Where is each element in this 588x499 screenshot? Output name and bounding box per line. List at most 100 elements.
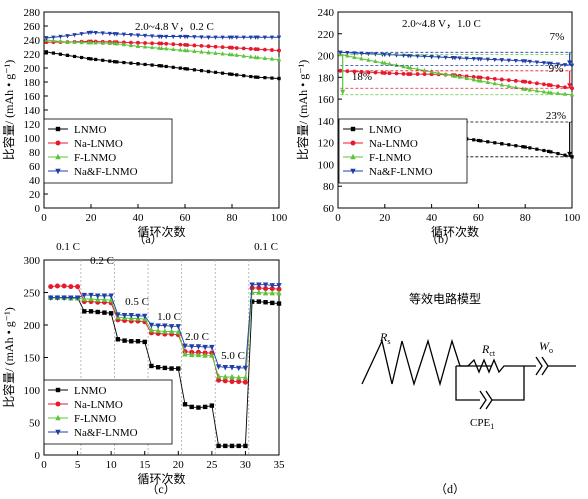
data-point <box>221 71 225 75</box>
data-point <box>178 47 183 52</box>
y-tick-label: 60 <box>323 203 335 215</box>
y-tick-label: 220 <box>318 29 335 41</box>
data-point <box>206 50 211 55</box>
data-point <box>107 40 112 45</box>
series-f-lnmo <box>338 51 575 97</box>
data-point <box>263 76 267 80</box>
data-point <box>61 283 67 289</box>
data-point <box>58 38 63 43</box>
data-point <box>112 40 117 46</box>
data-point <box>65 34 70 39</box>
data-point <box>150 63 154 67</box>
data-point <box>178 34 183 40</box>
y-tick-label: 240 <box>318 7 335 19</box>
data-point <box>506 78 511 83</box>
data-point <box>195 344 202 350</box>
data-point <box>81 295 87 302</box>
data-point <box>269 35 275 40</box>
data-point <box>202 344 208 351</box>
panel-b-chart: 0 20 40 60 80 100 60 80 100 120 140 160 180 200 220 240… <box>295 7 581 239</box>
legend-swatch-marker <box>55 126 61 132</box>
legend-swatch-marker <box>350 126 356 132</box>
wo-label: Wo <box>539 339 553 355</box>
data-point <box>269 286 275 292</box>
data-point <box>452 73 458 78</box>
data-point <box>143 62 147 67</box>
data-point <box>88 292 94 299</box>
data-point <box>429 55 434 60</box>
parallel-branch-bottom <box>455 366 525 401</box>
data-point <box>253 54 258 60</box>
data-point <box>192 68 196 72</box>
x-tick-label: 40 <box>426 212 438 224</box>
data-point <box>472 138 476 142</box>
x-tick-label: 5 <box>75 459 81 471</box>
data-point <box>222 365 228 371</box>
data-point <box>115 337 121 342</box>
data-point <box>248 35 253 40</box>
data-point <box>220 45 225 50</box>
data-point <box>100 40 105 45</box>
data-point <box>443 55 448 60</box>
data-point <box>476 138 480 143</box>
legend-label: Na-LNMO <box>74 138 123 150</box>
data-point <box>128 42 134 48</box>
data-point <box>394 62 399 67</box>
legend-swatch-marker <box>350 153 356 160</box>
data-point <box>164 41 169 46</box>
data-point <box>256 282 262 288</box>
data-point <box>352 54 357 59</box>
data-point <box>223 443 228 449</box>
data-point <box>236 374 242 380</box>
data-point <box>555 62 561 67</box>
data-point <box>230 72 234 76</box>
data-point <box>108 311 114 316</box>
data-point <box>192 35 197 40</box>
data-point <box>422 54 427 59</box>
data-point <box>164 46 169 51</box>
data-point <box>80 55 84 60</box>
data-point <box>182 343 188 349</box>
data-point <box>352 69 357 74</box>
data-point <box>387 61 392 66</box>
data-point <box>401 64 406 69</box>
data-point <box>222 373 228 380</box>
y-axis-label: 比容量/ (mAh • g⁻¹) <box>1 307 16 407</box>
data-point <box>136 40 140 45</box>
data-point <box>234 46 239 50</box>
data-point <box>72 33 77 38</box>
data-point <box>88 40 94 45</box>
data-point <box>546 61 551 66</box>
x-axis-label: 循环次数 <box>137 471 185 486</box>
data-point <box>262 289 269 296</box>
data-point <box>176 366 181 371</box>
x-tick-label: 35 <box>274 459 286 471</box>
data-point <box>199 43 204 48</box>
y-tick-label: 150 <box>24 353 41 365</box>
data-point <box>429 69 434 74</box>
data-point <box>338 50 343 55</box>
data-point <box>359 56 364 61</box>
legend-swatch-marker <box>350 140 356 146</box>
panel-b-retention-label-na: 9% <box>549 63 564 75</box>
y-tick-label: 280 <box>24 7 41 19</box>
data-point <box>149 363 154 369</box>
data-point <box>122 338 127 343</box>
caption-b: （b） <box>426 232 456 246</box>
data-point <box>471 74 476 79</box>
panel-a-chart: 0 20 40 60 80 1000204060801001201401601802002… <box>1 7 288 239</box>
data-point <box>256 289 262 295</box>
data-point <box>61 295 67 301</box>
y-tick-label: 60 <box>29 161 41 173</box>
data-point <box>406 64 411 70</box>
data-point <box>523 79 528 84</box>
legend: LNMO Na-LNMO F-LNMO Na&F-LNMO <box>43 118 173 184</box>
data-point <box>243 443 248 449</box>
data-point <box>135 33 141 38</box>
data-point <box>534 88 539 93</box>
panel-b-retention-label-f: 18% <box>352 71 372 83</box>
legend-label: Na-LNMO <box>74 399 123 411</box>
y-tick-label: 120 <box>24 119 41 131</box>
data-point <box>88 295 94 302</box>
